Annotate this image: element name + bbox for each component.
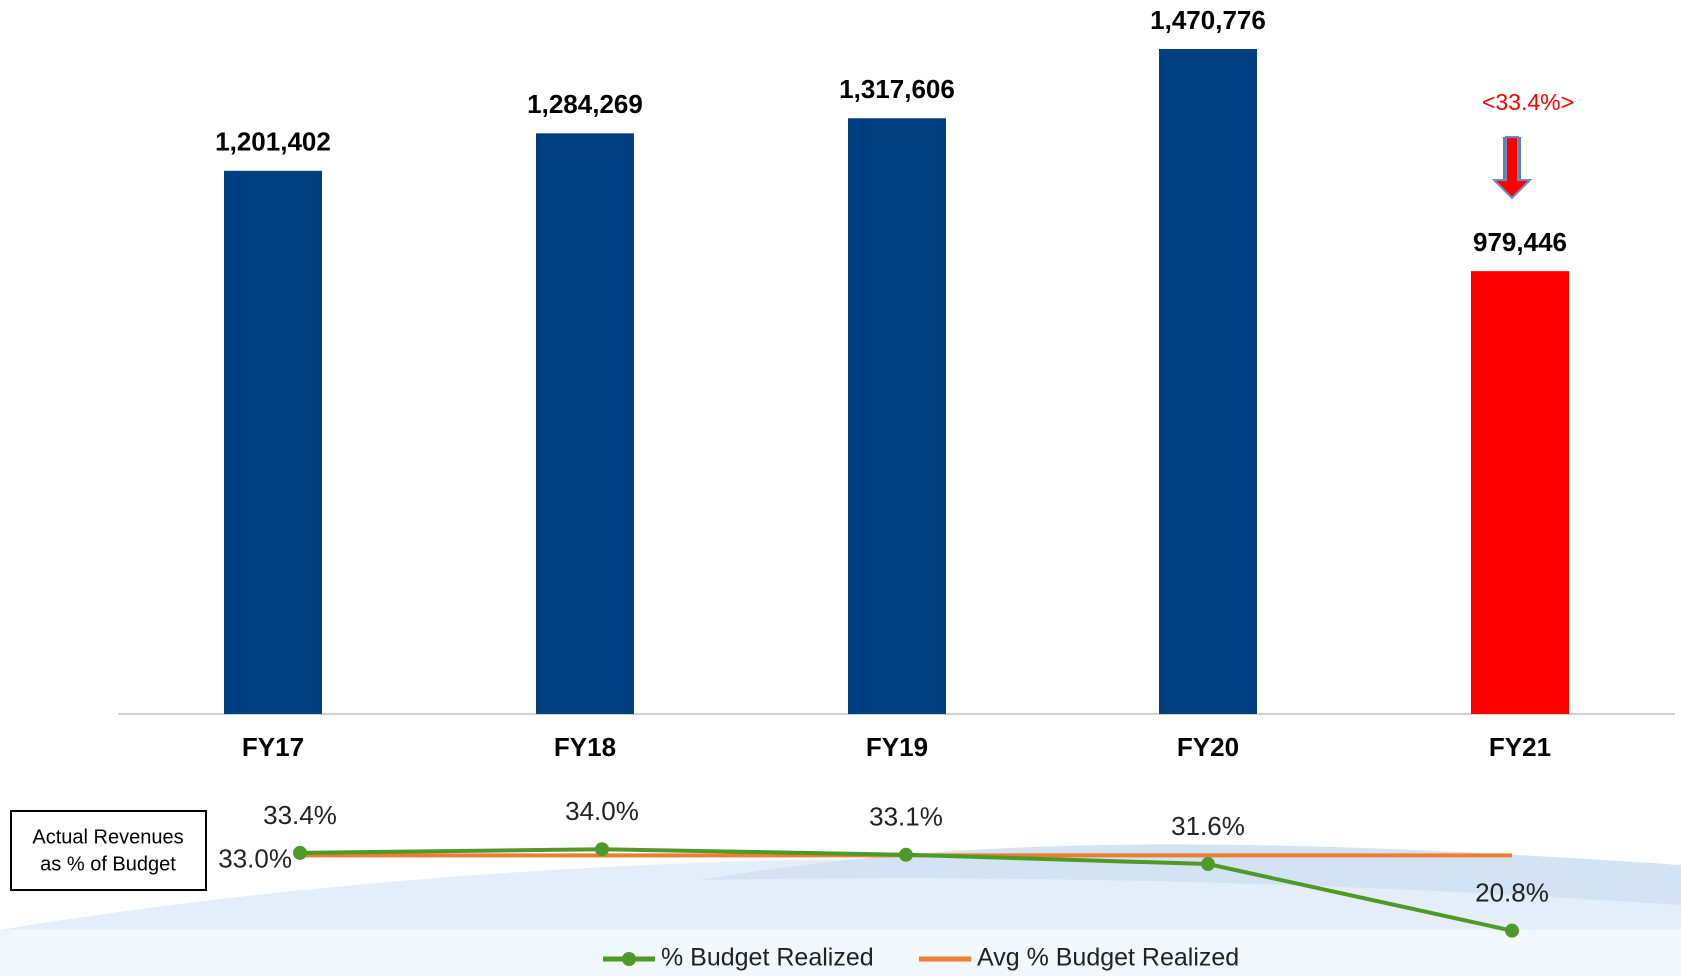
point-label: 31.6% [1171,811,1245,841]
legend-marker [622,952,636,966]
legend-label: Avg % Budget Realized [977,944,1239,972]
point-label: 33.4% [263,800,337,830]
x-tick-label: FY18 [554,732,616,762]
x-tick-label: FY21 [1489,732,1551,762]
point [293,845,307,860]
bar [848,118,946,714]
point [1505,923,1519,938]
point-label: 34.0% [565,796,639,826]
point-label: 33.1% [869,802,943,832]
point [595,842,609,857]
bar [536,133,634,714]
x-tick-label: FY17 [242,732,304,762]
x-tick-label: FY20 [1177,732,1239,762]
arrow [1491,136,1533,200]
bar-value-label: 1,201,402 [215,127,331,157]
label-box [10,810,207,891]
background-fade [0,930,1681,976]
box-text: as % of Budget [40,853,176,875]
bar [1159,49,1257,714]
background-wave [700,844,1681,905]
avg-label: 33.0% [218,843,292,873]
bar-value-label: 1,470,776 [1150,5,1266,35]
point [899,847,913,862]
point [1201,857,1215,872]
x-tick-label: FY19 [866,732,928,762]
bar [224,170,322,715]
annotation: <33.4%> [1482,89,1574,115]
point-label: 20.8% [1475,878,1549,908]
bar-value-label: 1,317,606 [839,74,955,104]
box-text: Actual Revenues [32,826,183,848]
legend-label: % Budget Realized [661,944,874,972]
bar-value-label: 1,284,269 [527,89,643,119]
bar [1471,271,1569,714]
bar-value-label: 979,446 [1473,227,1567,257]
